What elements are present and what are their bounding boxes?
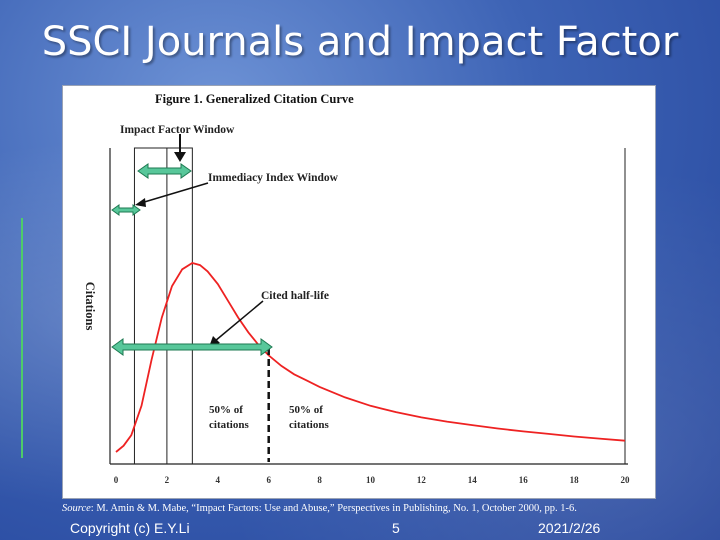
citation-curve (115, 262, 626, 453)
decorative-side-line (21, 218, 23, 458)
slide-title: SSCI Journals and Impact Factor (41, 19, 679, 65)
source-label: Source (62, 503, 91, 514)
right-share-label-line1: 50% of (289, 404, 323, 416)
x-tick-label: 6 (266, 475, 271, 485)
citation-curve-chart: Figure 1. Generalized Citation Curve Cit… (83, 92, 630, 485)
footer-date: 2021/2/26 (538, 520, 601, 536)
chart-title: Figure 1. Generalized Citation Curve (155, 92, 354, 106)
immediacy-window-double-arrow (111, 204, 141, 216)
x-tick-label: 14 (468, 475, 478, 485)
x-tick-label: 10 (366, 475, 376, 485)
left-share-label-line2: citations (209, 419, 249, 431)
x-tick-label: 18 (570, 475, 580, 485)
x-axis-ticks: 0 2 4 6 8 10 12 14 16 18 20 (114, 475, 630, 485)
immediacy-window-pointer (135, 182, 209, 207)
footer-copyright: Copyright (c) E.Y.Li (70, 520, 190, 536)
y-axis-label: Citations (83, 282, 97, 331)
impact-factor-window-label: Impact Factor Window (120, 124, 235, 136)
right-share-label-line2: citations (289, 419, 329, 431)
x-tick-label: 2 (165, 475, 170, 485)
x-tick-label: 0 (114, 475, 119, 485)
if-window-double-arrow (137, 163, 192, 179)
x-tick-label: 4 (216, 475, 221, 485)
x-tick-label: 12 (417, 475, 427, 485)
cited-half-life-label: Cited half-life (261, 290, 329, 302)
x-tick-label: 16 (519, 475, 529, 485)
x-tick-label: 20 (621, 475, 631, 485)
immediacy-index-window-label: Immediacy Index Window (208, 172, 339, 184)
x-tick-label: 8 (317, 475, 322, 485)
figure-panel: Figure 1. Generalized Citation Curve Cit… (62, 85, 656, 499)
left-share-label-line1: 50% of (209, 404, 243, 416)
if-window-pointer (174, 134, 186, 162)
half-life-double-arrow (111, 338, 273, 356)
footer-page-number: 5 (392, 520, 400, 536)
source-text: : M. Amin & M. Mabe, “Impact Factors: Us… (90, 503, 577, 514)
impact-factor-window (133, 147, 193, 465)
source-citation: Source: M. Amin & M. Mabe, “Impact Facto… (62, 503, 702, 514)
